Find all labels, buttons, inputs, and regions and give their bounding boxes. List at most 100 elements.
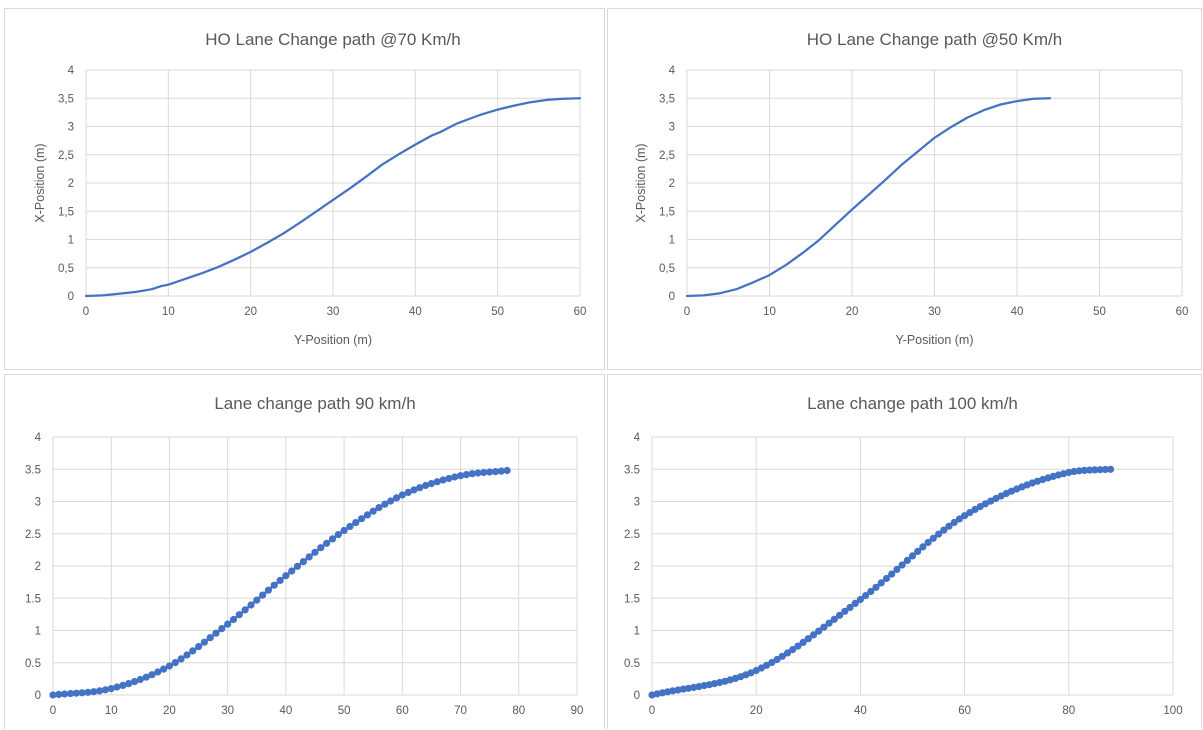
y-tick-label: 3.5 xyxy=(624,464,640,476)
data-point xyxy=(888,570,896,578)
data-point xyxy=(898,561,906,569)
x-tick-label: 70 xyxy=(454,705,467,717)
x-tick-label: 40 xyxy=(409,306,422,318)
data-point xyxy=(1080,466,1088,474)
data-point xyxy=(78,689,86,697)
data-point xyxy=(107,685,115,693)
y-tick-label: 2.5 xyxy=(25,529,41,541)
data-point xyxy=(253,596,261,604)
data-point xyxy=(908,552,917,560)
data-point xyxy=(1101,465,1109,474)
y-tick-label: 4 xyxy=(35,432,42,444)
data-point xyxy=(259,591,267,599)
data-point xyxy=(804,635,812,643)
data-point xyxy=(961,512,969,520)
data-point xyxy=(119,681,127,689)
data-point xyxy=(358,515,366,523)
x-tick-label: 50 xyxy=(1093,306,1106,318)
data-point xyxy=(311,548,319,556)
x-tick-label: 90 xyxy=(571,705,584,717)
data-point xyxy=(195,643,203,651)
y-tick-label: 2.5 xyxy=(624,529,640,541)
data-point xyxy=(148,671,156,679)
data-point xyxy=(903,556,911,564)
data-point xyxy=(940,526,948,534)
data-point xyxy=(809,631,818,639)
x-tick-label: 30 xyxy=(327,306,340,318)
y-tick-label: 2 xyxy=(35,561,41,573)
data-point xyxy=(468,470,476,478)
chart-title: HO Lane Change path @50 Km/h xyxy=(807,30,1062,49)
data-point xyxy=(846,603,854,611)
data-point xyxy=(799,638,807,646)
data-point xyxy=(340,526,348,535)
data-point xyxy=(825,619,833,627)
data-point xyxy=(96,687,104,695)
y-tick-label: 4 xyxy=(669,65,676,77)
x-tick-label: 20 xyxy=(750,705,763,717)
data-point xyxy=(919,543,927,551)
data-point xyxy=(288,567,296,575)
data-point xyxy=(317,544,325,552)
data-point xyxy=(165,662,173,670)
data-point xyxy=(1106,465,1115,473)
data-point xyxy=(387,497,395,505)
data-point xyxy=(945,522,953,530)
y-tick-label: 0 xyxy=(669,291,675,303)
data-point xyxy=(427,480,435,488)
data-point xyxy=(177,655,185,663)
data-point xyxy=(914,547,922,555)
chart-50kmh: HO Lane Change path @50 Km/h 0 0,5 1 1,5 2 2,5… xyxy=(634,30,1188,347)
data-point xyxy=(61,690,69,698)
y-tick-label: 0,5 xyxy=(58,263,74,275)
x-tick-label: 60 xyxy=(958,705,971,717)
data-point xyxy=(212,629,220,637)
x-tick-label: 50 xyxy=(491,306,504,318)
data-point xyxy=(72,689,80,697)
data-point xyxy=(101,686,109,694)
data-point xyxy=(264,586,272,594)
series-line xyxy=(84,97,582,298)
data-point xyxy=(171,659,179,667)
data-point xyxy=(293,562,302,570)
y-tick-label: 3 xyxy=(68,122,74,134)
data-point xyxy=(229,615,238,624)
x-axis-label: Y-Position (m) xyxy=(895,333,973,347)
data-point xyxy=(381,500,389,508)
x-axis-label: Y-Position (m) xyxy=(294,333,372,347)
data-point xyxy=(398,491,406,499)
data-point xyxy=(66,690,75,698)
y-tick-label: 3 xyxy=(634,497,640,509)
x-tick-label: 20 xyxy=(846,306,859,318)
chart-100kmh: Lane change path 100 km/h 0 0.5 1 1.5 2 2.5 3 3.… xyxy=(624,394,1183,717)
data-point xyxy=(955,515,963,523)
data-point xyxy=(375,504,383,512)
data-point xyxy=(457,472,465,480)
data-point xyxy=(439,476,447,484)
data-point xyxy=(392,494,401,502)
data-point xyxy=(282,572,290,580)
data-point xyxy=(433,478,441,486)
y-tick-label: 2,5 xyxy=(659,150,675,162)
data-point xyxy=(84,688,92,696)
x-tick-label: 60 xyxy=(574,306,587,318)
x-tick-label: 40 xyxy=(854,705,867,717)
data-point xyxy=(276,576,284,584)
chart-panel-100kmh: Lane change path 100 km/h 0 0.5 1 1.5 2 2.5 3 3.… xyxy=(607,374,1202,729)
data-point xyxy=(352,519,360,527)
data-point xyxy=(113,683,121,691)
data-point xyxy=(125,680,133,688)
x-tick-label: 20 xyxy=(163,705,176,717)
data-point xyxy=(480,468,488,477)
data-point xyxy=(981,500,989,508)
data-point xyxy=(841,607,849,615)
data-point xyxy=(142,673,150,681)
data-point xyxy=(486,468,494,476)
data-point xyxy=(1091,466,1099,474)
x-tick-label: 10 xyxy=(105,705,118,717)
y-tick-label: 0 xyxy=(634,690,640,702)
x-tick-label: 30 xyxy=(928,306,941,318)
y-axis-label: X-Position (m) xyxy=(33,143,47,222)
data-point xyxy=(778,652,786,660)
y-tick-label: 0.5 xyxy=(25,658,41,670)
